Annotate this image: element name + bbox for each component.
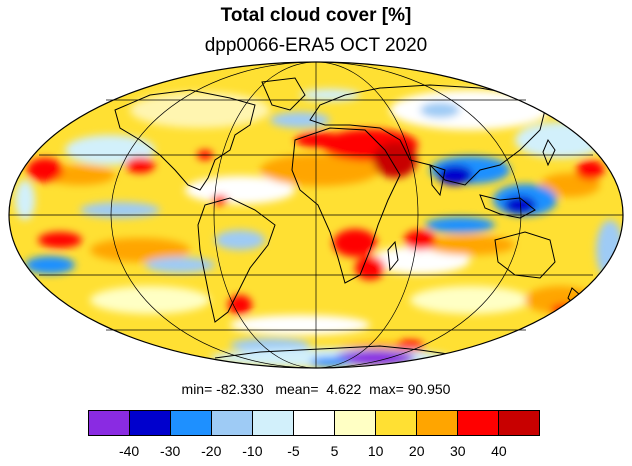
- plot-title: Total cloud cover [%]: [220, 5, 412, 26]
- colorbar-tick-label: -40: [118, 443, 140, 459]
- colorbar-box: [253, 411, 294, 435]
- colorbar-box: [499, 411, 539, 435]
- min-label: min=: [181, 381, 213, 397]
- colorbar-ticks: -40 -30 -20 -10 -5 5 10 20 30 40: [0, 443, 632, 463]
- min-value: -82.330: [216, 381, 264, 397]
- mean-value: 4.622: [326, 381, 362, 397]
- mean-label: mean=: [275, 381, 319, 397]
- colorbar-box: [212, 411, 253, 435]
- colorbar-tick-label: 10: [367, 443, 384, 459]
- plot-subtitle: dpp0066-ERA5 OCT 2020: [204, 35, 428, 56]
- map-border: [8, 61, 624, 369]
- stats-line: min= -82.330 mean= 4.622 max= 90.950: [0, 381, 632, 397]
- colorbar-tick-label: -30: [160, 443, 181, 459]
- colorbar-box: [458, 411, 499, 435]
- colorbar-box: [171, 411, 212, 435]
- colorbar-box: [417, 411, 458, 435]
- max-value: 90.950: [407, 381, 451, 397]
- colorbar: [88, 410, 540, 436]
- colorbar-box: [294, 411, 335, 435]
- colorbar-box: [89, 411, 130, 435]
- colorbar-tick-label: -5: [287, 443, 300, 459]
- colorbar-tick-label: 20: [408, 443, 425, 459]
- colorbar-box: [376, 411, 417, 435]
- max-label: max=: [369, 381, 404, 397]
- colorbar-tick-label: -10: [242, 443, 263, 459]
- colorbar-tick-label: 5: [330, 443, 339, 459]
- colorbar-tick-label: 40: [491, 443, 507, 459]
- colorbar-tick-label: 30: [450, 443, 466, 459]
- colorbar-box: [130, 411, 171, 435]
- colorbar-box: [335, 411, 376, 435]
- colorbar-tick-label: -20: [201, 443, 222, 459]
